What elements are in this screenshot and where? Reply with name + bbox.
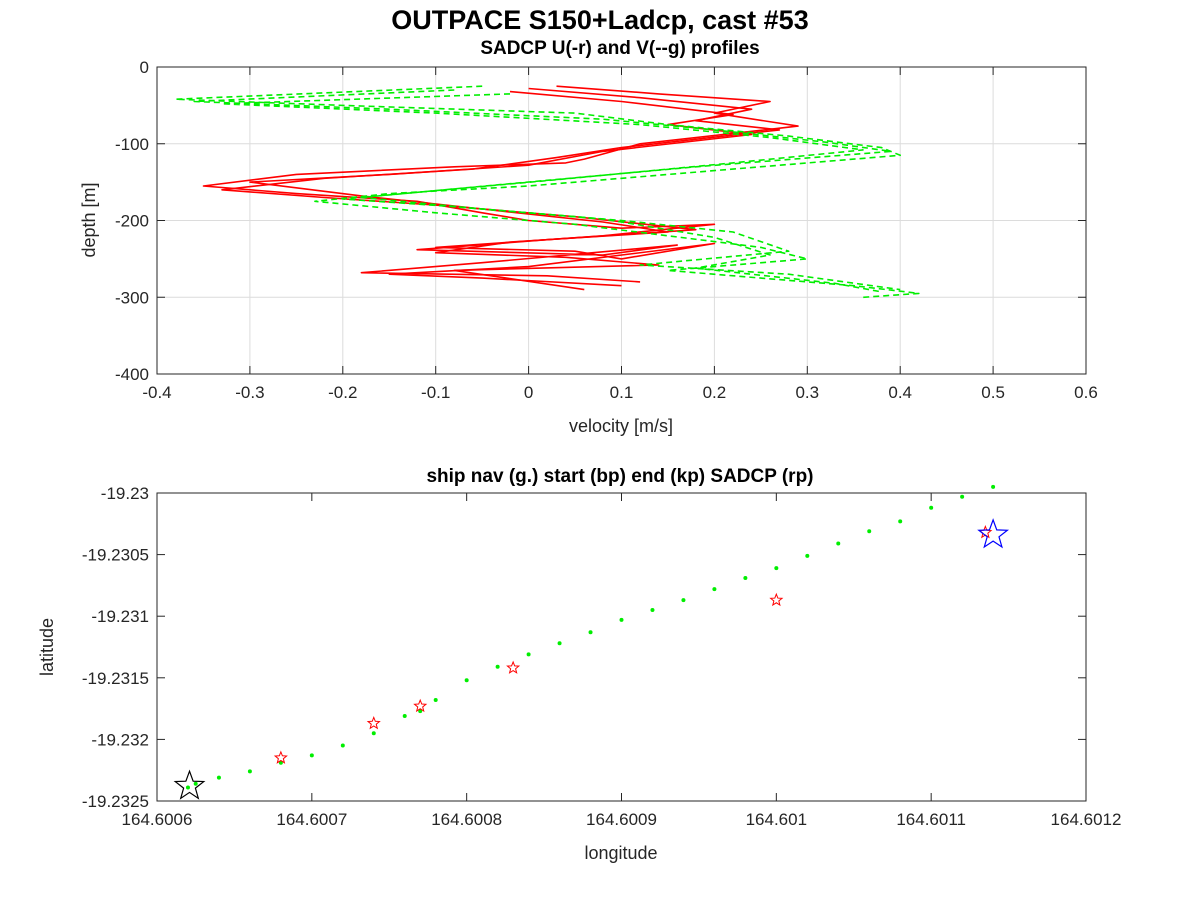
profile-x-tick-label: 0.2: [703, 383, 727, 402]
v-velocity-line: [221, 93, 882, 293]
nav-series: [173, 484, 1010, 800]
nav-point: [464, 678, 469, 683]
nav-point: [193, 781, 198, 786]
profile-y-ticks: 0 -100 -200 -300 -400: [115, 58, 1086, 384]
profile-series: [174, 85, 920, 299]
nav-point: [433, 697, 438, 702]
nav-point: [619, 617, 624, 622]
sadcp-star-marker: [413, 698, 428, 713]
profile-panel: SADCP U(-r) and V(--g) profiles -0.4 -0.3…: [79, 38, 1098, 436]
nav-x-tick-label: 164.6012: [1051, 810, 1122, 829]
nav-x-tick-label: 164.6008: [431, 810, 502, 829]
nav-y-tick-label: -19.2305: [82, 546, 149, 565]
nav-y-tick-label: -19.232: [91, 730, 149, 749]
nav-x-axis-label: longitude: [584, 843, 657, 863]
nav-point: [216, 775, 221, 780]
nav-x-tick-label: 164.6007: [276, 810, 347, 829]
sadcp-star-marker: [366, 716, 381, 730]
profile-y-tick-label: -300: [115, 288, 149, 307]
start-star-marker: [977, 518, 1010, 549]
sadcp-star-marker: [273, 750, 288, 764]
figure-title: OUTPACE S150+Ladcp, cast #53: [391, 5, 808, 35]
nav-x-tick-label: 164.6006: [122, 810, 193, 829]
nav-point: [867, 529, 872, 534]
nav-point: [650, 608, 655, 613]
profile-x-tick-label: -0.1: [421, 383, 450, 402]
nav-point: [309, 753, 314, 758]
profile-x-ticks: -0.4 -0.3 -0.2 -0.1 0 0.1 0.2 0.3 0.4 0.5 0.6: [142, 67, 1098, 402]
nav-point: [247, 769, 252, 774]
nav-point: [526, 652, 531, 657]
nav-point: [774, 566, 779, 571]
nav-x-tick-label: 164.6009: [586, 810, 657, 829]
profile-x-tick-label: 0.4: [888, 383, 912, 402]
profile-x-axis-label: velocity [m/s]: [569, 416, 673, 436]
nav-point: [991, 484, 996, 489]
profile-x-tick-label: 0: [524, 383, 533, 402]
nav-point: [836, 541, 841, 546]
nav-point: [743, 576, 748, 581]
profile-x-tick-label: 0.1: [610, 383, 634, 402]
end-star-marker: [173, 769, 206, 800]
nav-point: [371, 731, 376, 736]
nav-point: [402, 713, 407, 718]
nav-x-tick-label: 164.601: [746, 810, 807, 829]
profile-x-tick-label: -0.4: [142, 383, 171, 402]
nav-y-ticks: -19.23 -19.2305 -19.231 -19.2315 -19.232 -19.…: [82, 484, 1086, 811]
nav-point: [495, 664, 500, 669]
profile-x-tick-label: 0.5: [981, 383, 1005, 402]
nav-point: [805, 553, 810, 558]
nav-point: [185, 785, 190, 790]
nav-plot-area: [157, 493, 1086, 801]
nav-y-tick-label: -19.2315: [82, 669, 149, 688]
profile-y-tick-label: 0: [140, 58, 149, 77]
profile-x-tick-label: -0.3: [235, 383, 264, 402]
nav-chart-title: ship nav (g.) start (bp) end (kp) SADCP …: [426, 466, 813, 487]
nav-point: [712, 587, 717, 592]
profile-chart-title: SADCP U(-r) and V(--g) profiles: [480, 38, 759, 59]
nav-y-axis-label: latitude: [37, 618, 57, 676]
nav-point: [557, 641, 562, 646]
nav-point: [960, 494, 965, 499]
profile-y-tick-label: -100: [115, 135, 149, 154]
profile-y-axis-label: depth [m]: [79, 182, 99, 257]
nav-x-ticks: 164.6006 164.6007 164.6008 164.6009 164.601 1…: [122, 493, 1122, 829]
nav-point: [898, 519, 903, 524]
nav-point: [929, 505, 934, 510]
profile-x-tick-label: -0.2: [328, 383, 357, 402]
nav-panel: ship nav (g.) start (bp) end (kp) SADCP …: [37, 466, 1121, 863]
nav-point: [278, 760, 283, 765]
profile-y-tick-label: -200: [115, 212, 149, 231]
profile-x-tick-label: 0.6: [1074, 383, 1098, 402]
nav-y-tick-label: -19.2325: [82, 792, 149, 811]
nav-y-tick-label: -19.23: [101, 484, 149, 503]
sadcp-star-marker: [769, 592, 784, 607]
sadcp-star-marker: [506, 660, 521, 674]
profile-y-tick-label: -400: [115, 365, 149, 384]
nav-y-tick-label: -19.231: [91, 607, 149, 626]
nav-x-tick-label: 164.6011: [896, 810, 966, 829]
nav-point: [418, 709, 423, 714]
nav-point: [588, 630, 593, 635]
nav-point: [340, 743, 345, 748]
profile-x-tick-label: 0.3: [795, 383, 819, 402]
nav-point: [681, 598, 686, 603]
